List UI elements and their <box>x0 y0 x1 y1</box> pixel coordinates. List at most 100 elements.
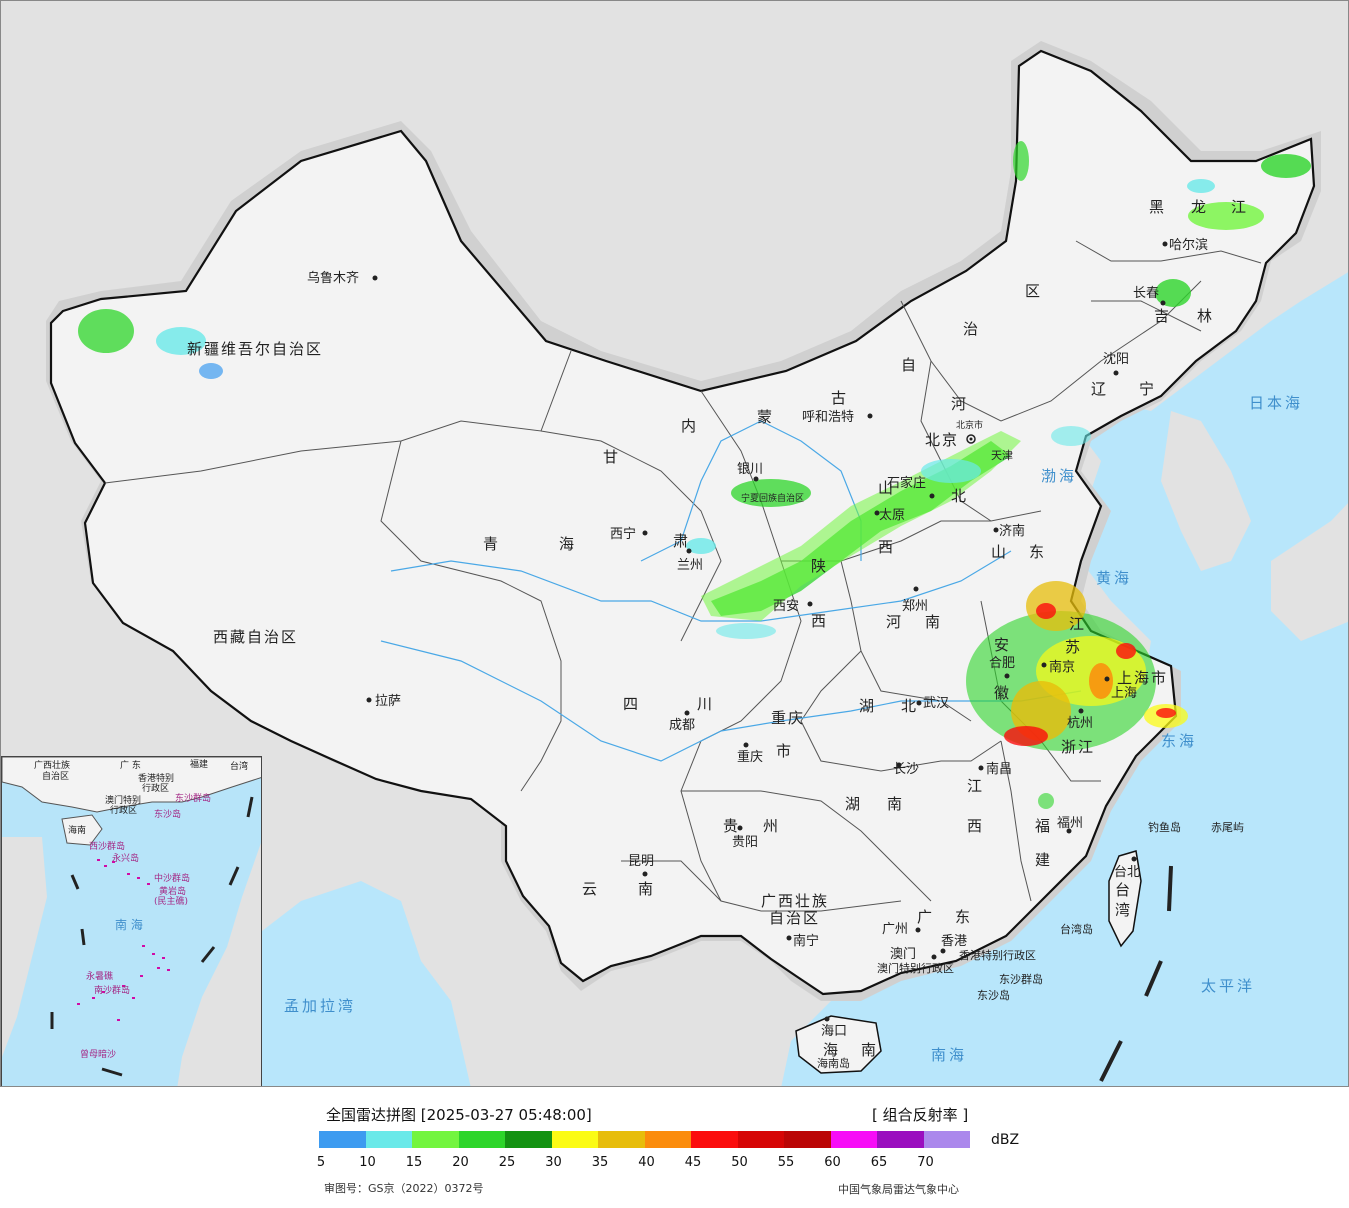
label-fujian-2: 建 <box>1035 851 1052 869</box>
city-wuhan: 武汉 <box>923 696 949 711</box>
label-henan-2: 南 <box>925 613 942 631</box>
echo-xinjiang-west <box>78 309 134 353</box>
legend-color-bar <box>319 1131 970 1148</box>
label-neimenggu-1: 内 <box>681 417 698 435</box>
inset-label-huangyan-2: (民主礁) <box>154 895 188 907</box>
label-hebei-2: 北 <box>951 487 968 505</box>
label-shaanxi-2: 西 <box>811 612 828 630</box>
label-yunnan-1: 云 <box>582 880 599 898</box>
label-hainan-1: 海 <box>823 1041 840 1059</box>
city-jinan: 济南 <box>999 523 1025 539</box>
inset-label-fujian: 福建 <box>190 758 208 770</box>
city-yinchuan: 银川 <box>737 462 763 477</box>
inset-label-macau-2: 行政区 <box>110 804 137 816</box>
echo-heilongjiang-2 <box>1188 202 1264 230</box>
label-sichuan-2: 川 <box>697 695 714 713</box>
sea-bengal: 孟加拉湾 <box>284 997 356 1015</box>
echo-neimenggu-east <box>1013 141 1029 181</box>
inset-label-huangyan: 黄岩岛 <box>159 885 186 897</box>
echo-hebei-cyan <box>921 459 981 483</box>
inset-label-taiwan: 台湾 <box>230 760 248 772</box>
city-shenyang: 沈阳 <box>1103 352 1129 367</box>
label-guangdong-2: 东 <box>955 908 972 926</box>
label-xinjiang: 新疆维吾尔自治区 <box>187 340 323 358</box>
inset-label-guangxi-2: 自治区 <box>42 770 69 782</box>
city-haikou: 海口 <box>821 1024 847 1039</box>
label-neimenggu-3: 古 <box>831 389 848 407</box>
label-yunnan-2: 南 <box>638 880 655 898</box>
legend-swatch <box>505 1131 552 1148</box>
echo-jilin <box>1155 279 1191 307</box>
echo-shaanxi-s <box>716 623 776 639</box>
sea-donghai: 东海 <box>1161 732 1197 750</box>
label-henan-1: 河 <box>886 613 903 631</box>
label-hlj-1: 黑 <box>1149 198 1166 216</box>
label-hlj-3: 江 <box>1231 198 1248 216</box>
city-lanzhou: 兰州 <box>677 558 703 573</box>
legend-product: [ 组合反射率 ] <box>872 1106 969 1124</box>
legend-unit: dBZ <box>991 1132 1020 1148</box>
city-hohhot: 呼和浩特 <box>802 410 854 425</box>
echo-heilongjiang-3 <box>1187 179 1215 193</box>
echo-gansu <box>686 538 716 554</box>
city-xian: 西安 <box>773 599 799 614</box>
legend-swatch <box>412 1131 459 1148</box>
inset-label-dongsha-dao: 东沙岛 <box>154 808 181 820</box>
city-harbin: 哈尔滨 <box>1169 237 1208 253</box>
legend-tick-label: 50 <box>731 1155 748 1170</box>
city-taibei: 台北 <box>1114 865 1140 880</box>
inset-label-yongxing: 永兴岛 <box>112 852 139 864</box>
inset-mainland <box>2 757 261 813</box>
echo-jiangsu-north <box>1026 581 1086 631</box>
legend-tick-label: 30 <box>545 1155 562 1170</box>
label-hunan-2: 南 <box>887 795 904 813</box>
taiwan-island <box>1108 850 1142 948</box>
label-hunan-1: 湖 <box>845 795 862 813</box>
city-hongkong: 香港 <box>941 934 967 949</box>
legend-tick-label: 65 <box>870 1155 888 1170</box>
label-taiwan-2: 湾 <box>1115 901 1132 919</box>
label-hlj-2: 龙 <box>1191 198 1208 216</box>
label-qinghai-1: 青 <box>483 535 500 553</box>
city-macau: 澳门 <box>890 946 916 962</box>
inset-label-dongsha: 东沙群岛 <box>175 792 211 804</box>
echo-bohai <box>1051 426 1091 446</box>
label-anhui-1: 安 <box>994 636 1011 654</box>
echo-red-2 <box>1089 663 1113 699</box>
legend-tick-label: 70 <box>917 1155 934 1170</box>
ocean-bengal <box>262 881 471 1086</box>
sea-nanhai: 南海 <box>931 1046 967 1064</box>
label-zhejiang: 浙江 <box>1061 738 1095 756</box>
radar-map: 新疆维吾尔自治区 西藏自治区 青 海 甘 肃 内 蒙 古 自 治 区 黑 龙 江… <box>0 0 1349 1087</box>
inset-label-xisha: 西沙群岛 <box>89 840 125 852</box>
city-nanjing: 南京 <box>1049 659 1075 675</box>
legend-title: 全国雷达拼图 [2025-03-27 05:48:00] <box>326 1106 592 1124</box>
echo-xinjiang-west-2 <box>156 327 206 355</box>
island-hainan-dao: 海南岛 <box>817 1056 850 1070</box>
label-ningxia: 宁夏回族自治区 <box>741 492 804 504</box>
inset-label-zhongsha: 中沙群岛 <box>154 872 190 884</box>
label-chongqing-2: 市 <box>776 742 793 760</box>
legend-tick-label: 55 <box>777 1155 795 1170</box>
korea-land <box>1161 411 1251 571</box>
island-taiwan-dao: 台湾岛 <box>1060 922 1093 936</box>
legend-swatch <box>319 1131 366 1148</box>
city-lhasa: 拉萨 <box>375 694 401 709</box>
label-hainan-2: 南 <box>861 1041 878 1059</box>
inset-land-se <box>177 842 261 1086</box>
legend-swatch <box>551 1131 598 1148</box>
island-dongsha-dao: 东沙岛 <box>977 988 1010 1002</box>
city-fuzhou: 福州 <box>1057 816 1083 831</box>
label-xizang: 西藏自治区 <box>213 628 298 646</box>
label-neimenggu-4: 自 <box>901 356 918 374</box>
label-shanxi-2: 西 <box>878 538 895 556</box>
label-sichuan-1: 四 <box>623 695 640 713</box>
echo-heilongjiang-1 <box>1261 154 1311 178</box>
label-hubei-1: 湖 <box>859 697 876 715</box>
label-guangdong-1: 广 <box>917 908 934 926</box>
label-jiangxi-2: 西 <box>967 817 984 835</box>
city-shijiazhuang: 石家庄 <box>887 475 926 491</box>
legend-tick-label: 10 <box>359 1155 376 1170</box>
city-beijing: 北京 <box>925 431 959 449</box>
legend-approval: 审图号：GS京（2022）0372号 <box>324 1182 484 1195</box>
